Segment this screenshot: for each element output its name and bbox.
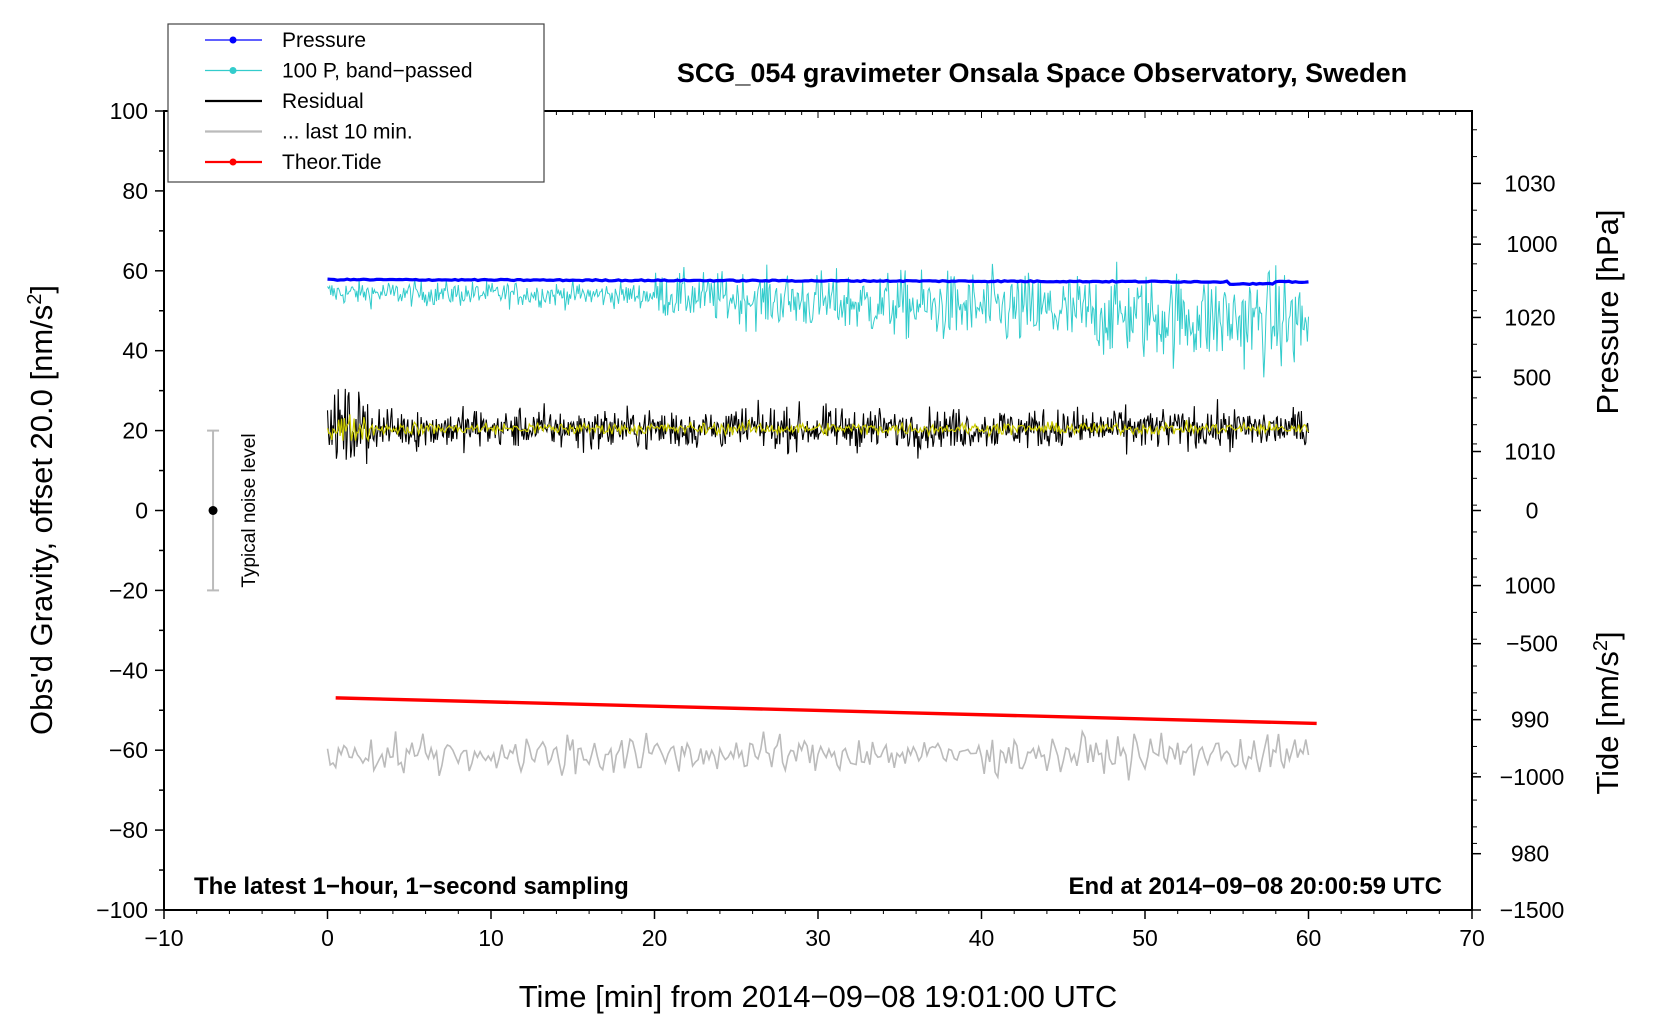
y-tick-label: 100 — [110, 98, 148, 124]
x-tick-labels: −10 0 10 20 30 40 50 60 70 — [144, 925, 1484, 951]
pressure-tick-label: 990 — [1511, 707, 1549, 733]
series-pressure — [327, 277, 1309, 287]
x-tick-label: 50 — [1132, 925, 1158, 951]
legend-label: 100 P, band−passed — [282, 60, 473, 83]
x-tick-label: 70 — [1459, 925, 1485, 951]
series-theoretical-tide — [335, 696, 1317, 726]
y-tick-label: 60 — [122, 258, 148, 284]
y-tick-label: 80 — [122, 178, 148, 204]
y-tick-label: −40 — [109, 657, 148, 683]
legend-swatch-marker — [229, 158, 237, 166]
tide-tick-labels: 1000 500 0 −500 −1000 −1500 — [1500, 231, 1565, 923]
tide-tick-label: 500 — [1513, 364, 1551, 390]
note-end-time: End at 2014−09−08 20:00:59 UTC — [1068, 873, 1442, 900]
pressure-tick-labels: 1030 1020 1010 1000 990 980 — [1504, 170, 1555, 866]
legend-label: Theor.Tide — [282, 151, 382, 174]
tide-axis-label-main: Tide [nm/s — [1590, 651, 1625, 795]
x-axis-label: Time [min] from 2014−09−08 19:01:00 UTC — [519, 979, 1118, 1014]
tide-tick-label: 1000 — [1506, 231, 1557, 257]
x-tick-label: 40 — [969, 925, 995, 951]
x-tick-label: 0 — [321, 925, 334, 951]
noise-level-indicator: Typical noise level — [207, 429, 260, 592]
series-band-passed-pressure — [327, 261, 1309, 378]
x-tick-label: −10 — [144, 925, 183, 951]
y-tick-label: −60 — [109, 737, 148, 763]
series-residual-smoothed — [326, 414, 1309, 443]
series-last-10-min — [326, 728, 1310, 781]
noise-level-label: Typical noise level — [239, 433, 260, 587]
pressure-tick-label: 1030 — [1504, 170, 1555, 196]
legend-items: Pressure 100 P, band−passed Residual ... la… — [205, 29, 473, 174]
series-layer — [326, 261, 1317, 781]
note-latest-hour: The latest 1−hour, 1−second sampling — [194, 873, 629, 900]
pressure-tick-label: 1020 — [1504, 304, 1555, 330]
tide-tick-label: −500 — [1506, 631, 1558, 657]
chart-title: SCG_054 gravimeter Onsala Space Observat… — [677, 58, 1407, 88]
y-axis-label-main: Obs'd Gravity, offset 20.0 [nm/s — [24, 305, 59, 735]
y-axis-label: Obs'd Gravity, offset 20.0 [nm/s2] — [24, 285, 59, 735]
legend-box — [167, 23, 545, 183]
y-tick-label: 0 — [135, 498, 148, 524]
tide-axis-label: Tide [nm/s2] — [1590, 631, 1625, 794]
y-tick-labels: 100 80 60 40 20 0 −20 −40 −60 −80 −100 — [96, 98, 148, 923]
tide-tick-label: −1000 — [1500, 764, 1565, 790]
plot-frame — [163, 110, 1473, 911]
x-tick-label: 60 — [1296, 925, 1322, 951]
y-axis-label-sup: 2 — [24, 294, 46, 305]
pressure-tick-label: 980 — [1511, 841, 1549, 867]
tide-tick-label: 0 — [1526, 498, 1539, 524]
legend-label: Pressure — [282, 29, 366, 52]
legend-label: ... last 10 min. — [282, 121, 413, 144]
pressure-axis-label: Pressure [hPa] — [1590, 209, 1625, 414]
legend-swatch-marker — [229, 36, 237, 44]
pressure-tick-label: 1000 — [1504, 573, 1555, 599]
axis-ticks — [155, 110, 1481, 919]
x-tick-label: 30 — [805, 925, 831, 951]
y-tick-label: −80 — [109, 817, 148, 843]
tide-tick-label: −1500 — [1500, 897, 1565, 923]
x-tick-label: 10 — [478, 925, 504, 951]
y-tick-label: 20 — [122, 418, 148, 444]
tide-axis-label-end: ] — [1590, 631, 1625, 640]
y-axis-label-end: ] — [24, 285, 59, 294]
noise-center-dot — [208, 506, 218, 515]
y-tick-label: −100 — [96, 897, 148, 923]
legend: Pressure 100 P, band−passed Residual ... la… — [167, 23, 545, 183]
legend-label: Residual — [282, 90, 364, 113]
y-tick-label: 40 — [122, 338, 148, 364]
pressure-tick-label: 1010 — [1504, 439, 1555, 465]
x-tick-label: 20 — [642, 925, 668, 951]
tide-axis-label-sup: 2 — [1590, 640, 1612, 651]
y-tick-label: −20 — [109, 577, 148, 603]
legend-swatch-marker — [229, 67, 237, 74]
